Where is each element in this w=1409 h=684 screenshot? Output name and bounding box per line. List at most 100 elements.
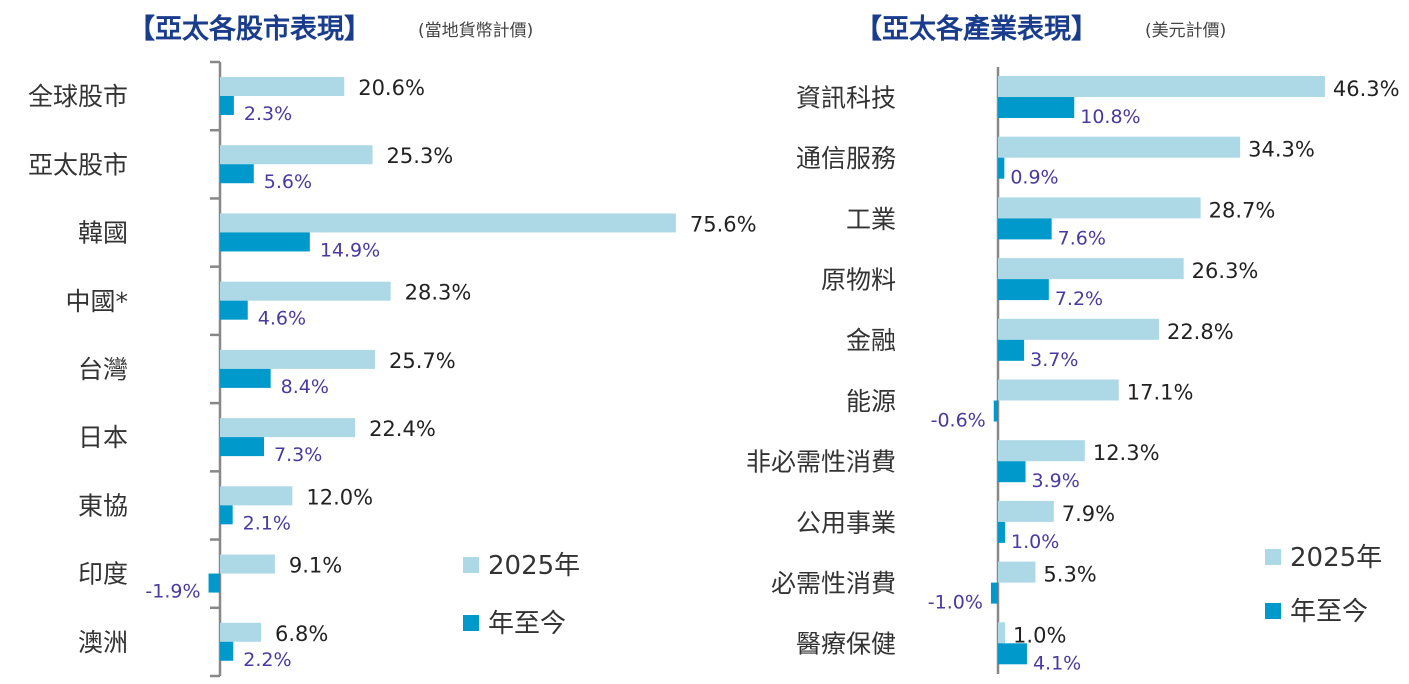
bar-ytd xyxy=(220,164,254,184)
legend-label-2025: 2025年 xyxy=(1290,543,1382,573)
data-label-ytd: 3.7% xyxy=(1030,349,1078,371)
right-legend: 2025年 年至今 xyxy=(1265,543,1382,627)
data-label-2025: 22.8% xyxy=(1167,320,1234,344)
data-label-2025: 17.1% xyxy=(1127,381,1194,405)
data-label-2025: 12.0% xyxy=(306,485,373,509)
bar-2025 xyxy=(220,349,375,369)
data-label-2025: 46.3% xyxy=(1333,77,1400,101)
data-label-2025: 34.3% xyxy=(1248,138,1315,162)
legend-label-2025: 2025年 xyxy=(488,551,580,581)
bar-ytd xyxy=(998,339,1025,361)
left-legend: 2025年 年至今 xyxy=(463,551,580,639)
legend-swatch-2025 xyxy=(463,557,479,573)
data-label-ytd: 8.4% xyxy=(281,376,329,398)
right-chart-subtitle: (美元計價) xyxy=(1145,21,1226,41)
bar-2025 xyxy=(998,318,1159,340)
category-label: 通信服務 xyxy=(796,144,896,173)
data-label-2025: 12.3% xyxy=(1093,441,1160,465)
category-label: 工業 xyxy=(846,205,896,234)
bar-ytd xyxy=(998,461,1026,483)
bar-2025 xyxy=(220,281,391,301)
legend-swatch-ytd xyxy=(463,615,479,631)
data-label-2025: 25.7% xyxy=(389,349,456,373)
category-label: 非必需性消費 xyxy=(746,448,896,477)
right-chart-title: 【亞太各產業表現】 xyxy=(855,13,1098,45)
bar-2025 xyxy=(998,379,1119,401)
bar-2025 xyxy=(220,213,676,233)
bar-2025 xyxy=(998,197,1201,219)
bar-ytd xyxy=(220,96,234,115)
category-label: 必需性消費 xyxy=(771,569,896,598)
data-label-ytd: 7.2% xyxy=(1055,288,1103,310)
bar-2025 xyxy=(220,145,373,165)
left-chart-title: 【亞太各股市表現】 xyxy=(128,13,371,45)
bar-ytd xyxy=(993,400,998,422)
bar-ytd xyxy=(220,300,248,320)
data-label-2025: 9.1% xyxy=(289,554,342,578)
category-label: 全球股市 xyxy=(28,82,128,111)
right-bar-chart: 資訊科技 46.3% 10.8% 通信服務 34.3% 0.9% 工業 28.7% 7.6% 原物… xyxy=(746,67,1400,674)
data-label-ytd: 2.1% xyxy=(243,512,291,534)
data-label-ytd: -0.6% xyxy=(931,410,986,432)
data-label-2025: 7.9% xyxy=(1062,502,1115,526)
bar-2025 xyxy=(998,440,1085,462)
data-label-ytd: 4.1% xyxy=(1033,652,1081,674)
bar-ytd xyxy=(220,505,233,525)
bar-2025 xyxy=(998,500,1054,522)
category-label: 澳洲 xyxy=(78,628,128,657)
category-label: 能源 xyxy=(846,387,896,416)
data-label-ytd: 2.2% xyxy=(243,649,291,671)
data-label-2025: 22.4% xyxy=(369,417,436,441)
data-label-ytd: 0.9% xyxy=(1010,167,1058,189)
bar-ytd xyxy=(220,232,310,252)
category-label: 印度 xyxy=(78,560,128,589)
category-label: 原物料 xyxy=(821,265,896,294)
bar-2025 xyxy=(998,622,1006,644)
category-label: 韓國 xyxy=(78,219,128,248)
bar-2025 xyxy=(998,76,1325,97)
bar-2025 xyxy=(998,561,1036,583)
bar-ytd xyxy=(998,218,1052,240)
bar-ytd xyxy=(998,157,1005,179)
category-label: 東協 xyxy=(78,491,128,520)
data-label-ytd: 7.3% xyxy=(274,444,322,466)
bar-2025 xyxy=(220,77,345,96)
data-label-2025: 26.3% xyxy=(1192,259,1259,283)
data-label-2025: 28.3% xyxy=(405,281,472,305)
category-label: 台灣 xyxy=(78,355,128,384)
legend-label-ytd: 年至今 xyxy=(1290,597,1368,627)
bar-2025 xyxy=(220,418,356,438)
bar-2025 xyxy=(220,622,262,642)
data-label-2025: 25.3% xyxy=(387,144,454,168)
data-label-ytd: 3.9% xyxy=(1032,470,1080,492)
bar-2025 xyxy=(220,554,275,574)
data-label-2025: 20.6% xyxy=(358,76,425,100)
bar-ytd xyxy=(220,368,271,388)
bar-ytd xyxy=(220,437,265,457)
data-label-ytd: -1.0% xyxy=(928,592,983,614)
bar-2025 xyxy=(220,486,293,506)
bar-ytd xyxy=(998,97,1075,118)
data-label-ytd: 10.8% xyxy=(1080,106,1140,128)
legend-swatch-2025 xyxy=(1265,549,1281,565)
legend-swatch-ytd xyxy=(1265,603,1281,619)
bar-ytd xyxy=(998,521,1006,543)
left-chart-subtitle: (當地貨幣計價) xyxy=(418,21,533,41)
left-bar-chart: 全球股市 20.6% 2.3% 亞太股市 25.3% 5.6% 韓國 75.6% 14.9% 中國… xyxy=(28,60,757,678)
bar-ytd xyxy=(220,641,234,661)
data-label-2025: 5.3% xyxy=(1043,563,1096,587)
data-label-2025: 6.8% xyxy=(275,622,328,646)
category-label: 日本 xyxy=(78,423,128,452)
bar-ytd xyxy=(990,582,998,604)
data-label-ytd: 5.6% xyxy=(264,171,312,193)
legend-label-ytd: 年至今 xyxy=(488,609,566,639)
data-label-ytd: 7.6% xyxy=(1058,227,1106,249)
category-label: 亞太股市 xyxy=(28,150,128,179)
category-label: 公用事業 xyxy=(796,508,896,537)
bar-2025 xyxy=(998,136,1241,158)
bar-ytd xyxy=(998,279,1049,301)
data-label-ytd: -1.9% xyxy=(145,581,200,603)
data-label-ytd: 2.3% xyxy=(244,103,292,125)
data-label-ytd: 14.9% xyxy=(320,239,380,261)
